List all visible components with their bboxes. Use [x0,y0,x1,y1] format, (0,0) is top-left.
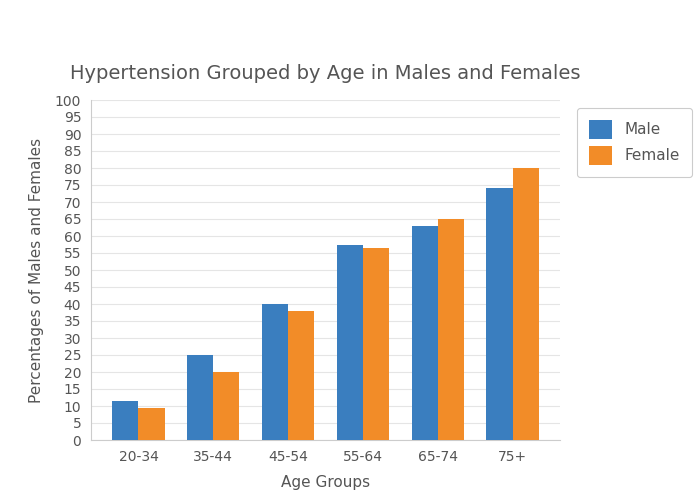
Bar [512,168,539,440]
Bar [112,401,139,440]
Bar [438,219,464,440]
Legend: Male, Female: Male, Female [577,108,692,177]
Title: Hypertension Grouped by Age in Males and Females: Hypertension Grouped by Age in Males and… [70,64,581,83]
Bar [288,311,314,440]
Bar [412,226,438,440]
Bar [139,408,164,440]
Bar [486,188,512,440]
Bar [214,372,239,440]
Bar [363,248,389,440]
Bar [262,304,288,440]
Y-axis label: Percentages of Males and Females: Percentages of Males and Females [29,138,44,402]
Bar [337,244,363,440]
X-axis label: Age Groups: Age Groups [281,475,370,490]
Bar [187,355,214,440]
